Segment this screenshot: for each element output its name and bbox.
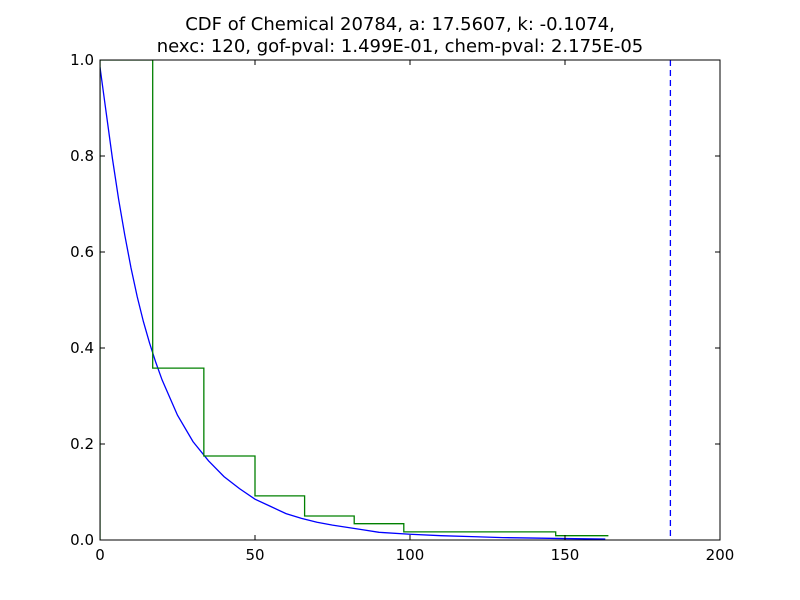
- y-tick-label: 1.0: [70, 51, 94, 69]
- y-tick-label: 0.8: [70, 147, 94, 165]
- y-tick-label: 0.4: [70, 339, 94, 357]
- plot-area: [100, 60, 672, 540]
- x-tick-label: 200: [706, 546, 735, 564]
- x-tick-label: 0: [95, 546, 105, 564]
- y-tick-label: 0.6: [70, 243, 94, 261]
- x-tick-label: 150: [551, 546, 580, 564]
- y-tick-label: 0.2: [70, 435, 94, 453]
- y-tick-label: 0.0: [70, 531, 94, 549]
- axis-ticks: 0 50 100 150 200 0.0 0.2 0.4 0.6 0.8 1.0: [70, 51, 734, 564]
- x-tick-label: 100: [396, 546, 425, 564]
- chart-title-line-2: nexc: 120, gof-pval: 1.499E-01, chem-pva…: [157, 36, 644, 57]
- empirical-step-line: [100, 60, 609, 540]
- plot-frame: [99, 59, 721, 541]
- chart-title-line-1: CDF of Chemical 20784, a: 17.5607, k: -0…: [185, 14, 615, 35]
- x-tick-label: 50: [245, 546, 264, 564]
- fitted-curve-line: [100, 67, 606, 540]
